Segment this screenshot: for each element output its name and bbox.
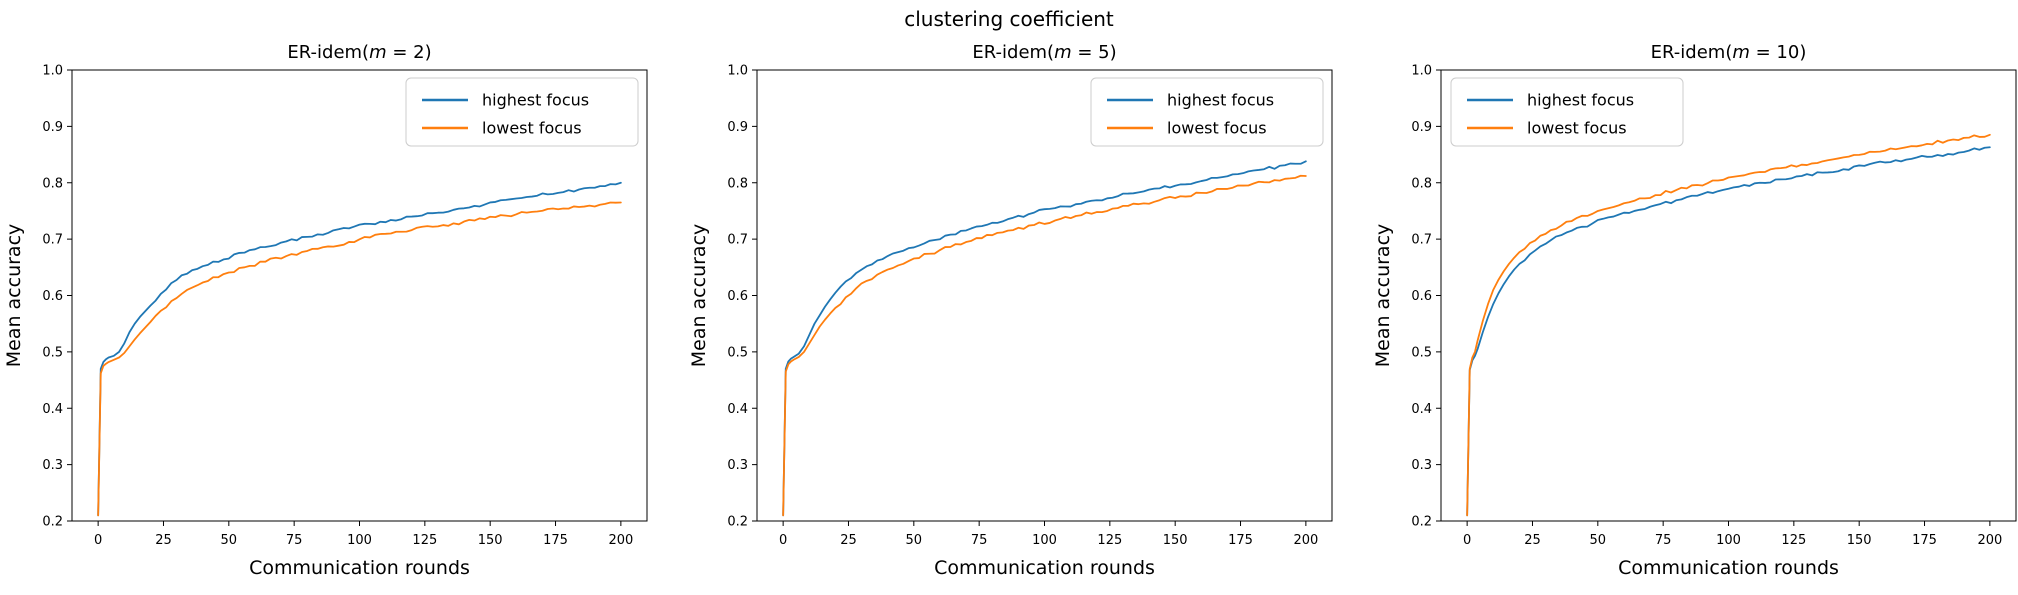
x-tick-label: 0 xyxy=(94,533,102,548)
x-tick-label: 100 xyxy=(1032,533,1057,548)
x-tick-label: 100 xyxy=(1716,533,1741,548)
series-line-highest-focus xyxy=(782,160,1307,517)
legend-label: lowest focus xyxy=(1527,119,1627,138)
x-tick-label: 25 xyxy=(840,533,857,548)
subplot-m-2: 0 25 50 75 100 125 150 175 200 0.2 0.3 0.4 0.5 0.6 0.7… xyxy=(3,42,648,579)
legend: highest focus lowest focus xyxy=(405,77,639,147)
figure-suptitle: clustering coefficient xyxy=(904,7,1114,31)
legend-label: highest focus xyxy=(1527,91,1634,110)
x-tick-label: 150 xyxy=(1163,533,1188,548)
plot-title: ER-idem(m = 10) xyxy=(1651,42,1807,63)
x-tick-label: 50 xyxy=(1590,533,1607,548)
series-line-lowest-focus xyxy=(97,201,622,517)
x-tick-label: 25 xyxy=(155,533,172,548)
y-tick-label: 0.4 xyxy=(42,402,63,417)
y-tick-label: 1.0 xyxy=(727,64,748,79)
x-tick-label: 75 xyxy=(1655,533,1672,548)
legend-label: highest focus xyxy=(1167,91,1274,110)
y-axis-label: Mean accuracy xyxy=(688,224,710,368)
x-tick-label: 175 xyxy=(543,533,568,548)
y-tick-label: 0.2 xyxy=(42,515,63,530)
legend-label: lowest focus xyxy=(1167,119,1267,138)
legend: highest focus lowest focus xyxy=(1450,77,1684,147)
x-axis-label: Communication rounds xyxy=(1618,557,1839,579)
y-tick-label: 0.7 xyxy=(727,233,748,248)
y-tick-label: 0.3 xyxy=(1411,458,1432,473)
x-tick-label: 175 xyxy=(1912,533,1937,548)
x-axis-label: Communication rounds xyxy=(249,557,470,579)
series-line-lowest-focus xyxy=(782,174,1307,517)
legend-label: highest focus xyxy=(482,91,589,110)
plot-title: ER-idem(m = 5) xyxy=(972,42,1116,63)
x-tick-label: 75 xyxy=(971,533,988,548)
x-tick-label: 125 xyxy=(1097,533,1122,548)
y-tick-label: 0.2 xyxy=(1411,515,1432,530)
x-tick-label: 0 xyxy=(1463,533,1471,548)
y-tick-label: 0.7 xyxy=(42,233,63,248)
x-tick-label: 200 xyxy=(1293,533,1318,548)
y-tick-label: 0.5 xyxy=(1411,345,1432,360)
y-tick-label: 0.5 xyxy=(727,345,748,360)
y-tick-label: 0.8 xyxy=(42,176,63,191)
y-tick-label: 0.5 xyxy=(42,345,63,360)
y-tick-label: 0.9 xyxy=(1411,120,1432,135)
y-tick-label: 0.3 xyxy=(42,458,63,473)
x-tick-label: 50 xyxy=(221,533,238,548)
x-tick-label: 100 xyxy=(347,533,372,548)
y-tick-label: 0.2 xyxy=(727,515,748,530)
y-tick-label: 0.8 xyxy=(727,176,748,191)
plot-title: ER-idem(m = 2) xyxy=(287,42,431,63)
legend: highest focus lowest focus xyxy=(1090,77,1324,147)
y-tick-label: 1.0 xyxy=(1411,64,1432,79)
subplot-m-5: 0 25 50 75 100 125 150 175 200 0.2 0.3 0.4 0.5 0.6 0.7… xyxy=(688,42,1333,579)
series-line-highest-focus xyxy=(97,181,622,517)
x-tick-label: 200 xyxy=(608,533,633,548)
x-tick-label: 75 xyxy=(286,533,303,548)
x-tick-label: 25 xyxy=(1524,533,1541,548)
x-axis-label: Communication rounds xyxy=(934,557,1155,579)
x-tick-label: 150 xyxy=(1847,533,1872,548)
y-axis-label: Mean accuracy xyxy=(1372,224,1394,368)
y-tick-label: 0.6 xyxy=(727,289,748,304)
series-line-lowest-focus xyxy=(1466,133,1991,517)
x-tick-label: 175 xyxy=(1228,533,1253,548)
y-tick-label: 0.4 xyxy=(727,402,748,417)
y-tick-label: 0.3 xyxy=(727,458,748,473)
y-axis-label: Mean accuracy xyxy=(3,224,25,368)
x-tick-label: 0 xyxy=(779,533,787,548)
x-tick-label: 50 xyxy=(906,533,923,548)
series-line-highest-focus xyxy=(1466,146,1991,517)
y-tick-label: 0.4 xyxy=(1411,402,1432,417)
y-tick-label: 0.8 xyxy=(1411,176,1432,191)
y-tick-label: 0.6 xyxy=(42,289,63,304)
x-tick-label: 200 xyxy=(1977,533,2002,548)
y-tick-label: 0.9 xyxy=(727,120,748,135)
y-tick-label: 1.0 xyxy=(42,64,63,79)
subplot-m-10: 0 25 50 75 100 125 150 175 200 0.2 0.3 0.4 0.5 0.6 0.7… xyxy=(1372,42,2017,579)
legend-label: lowest focus xyxy=(482,119,582,138)
y-tick-label: 0.7 xyxy=(1411,233,1432,248)
x-tick-label: 125 xyxy=(1781,533,1806,548)
y-tick-label: 0.9 xyxy=(42,120,63,135)
y-tick-label: 0.6 xyxy=(1411,289,1432,304)
x-tick-label: 125 xyxy=(412,533,437,548)
x-tick-label: 150 xyxy=(478,533,503,548)
